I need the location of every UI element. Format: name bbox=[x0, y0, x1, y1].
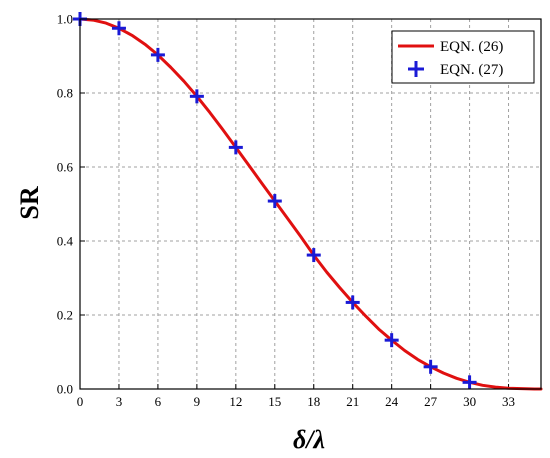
y-tick-label: 0.0 bbox=[57, 382, 73, 397]
x-tick-label: 15 bbox=[268, 394, 281, 409]
data-point-eqn27 bbox=[345, 295, 360, 310]
data-point-eqn27 bbox=[228, 140, 243, 155]
legend-label-eqn27: EQN. (27) bbox=[440, 62, 503, 78]
x-tick-label: 24 bbox=[385, 394, 399, 409]
y-tick-label: 0.4 bbox=[57, 234, 74, 249]
y-tick-label: 0.8 bbox=[57, 86, 73, 101]
data-point-eqn27 bbox=[462, 375, 477, 390]
x-tick-label: 9 bbox=[194, 394, 201, 409]
x-tick-label: 33 bbox=[502, 394, 515, 409]
legend: EQN. (26) EQN. (27) bbox=[391, 30, 535, 84]
data-point-eqn27 bbox=[384, 333, 399, 348]
plot-frame bbox=[79, 18, 542, 390]
data-point-eqn27 bbox=[306, 248, 321, 263]
y-tick-label: 0.2 bbox=[57, 308, 73, 323]
y-tick-label: 1.0 bbox=[57, 12, 73, 27]
data-point-eqn27 bbox=[111, 21, 126, 36]
data-point-eqn27 bbox=[150, 47, 165, 62]
y-tick-label: 0.6 bbox=[57, 160, 74, 175]
x-tick-label: 12 bbox=[229, 394, 242, 409]
x-tick-label: 27 bbox=[424, 394, 438, 409]
legend-plus-marker bbox=[408, 61, 424, 77]
legend-label-eqn26: EQN. (26) bbox=[440, 39, 503, 55]
tick-labels: 0 3 6 9 12 15 18 21 24 27 30 33 0.0 0.2 0.4 0.6 0.8 1.0 bbox=[57, 12, 515, 410]
x-tick-label: 21 bbox=[346, 394, 359, 409]
data-point-eqn27 bbox=[423, 359, 438, 374]
x-axis-title: δ/λ bbox=[293, 425, 325, 454]
x-tick-label: 3 bbox=[116, 394, 123, 409]
x-tick-label: 6 bbox=[155, 394, 162, 409]
y-axis-title: SR bbox=[15, 186, 44, 219]
x-tick-label: 30 bbox=[463, 394, 476, 409]
x-tick-label: 18 bbox=[307, 394, 320, 409]
data-point-eqn27 bbox=[267, 194, 282, 209]
x-tick-label: 0 bbox=[77, 394, 84, 409]
data-point-eqn27 bbox=[189, 89, 204, 104]
